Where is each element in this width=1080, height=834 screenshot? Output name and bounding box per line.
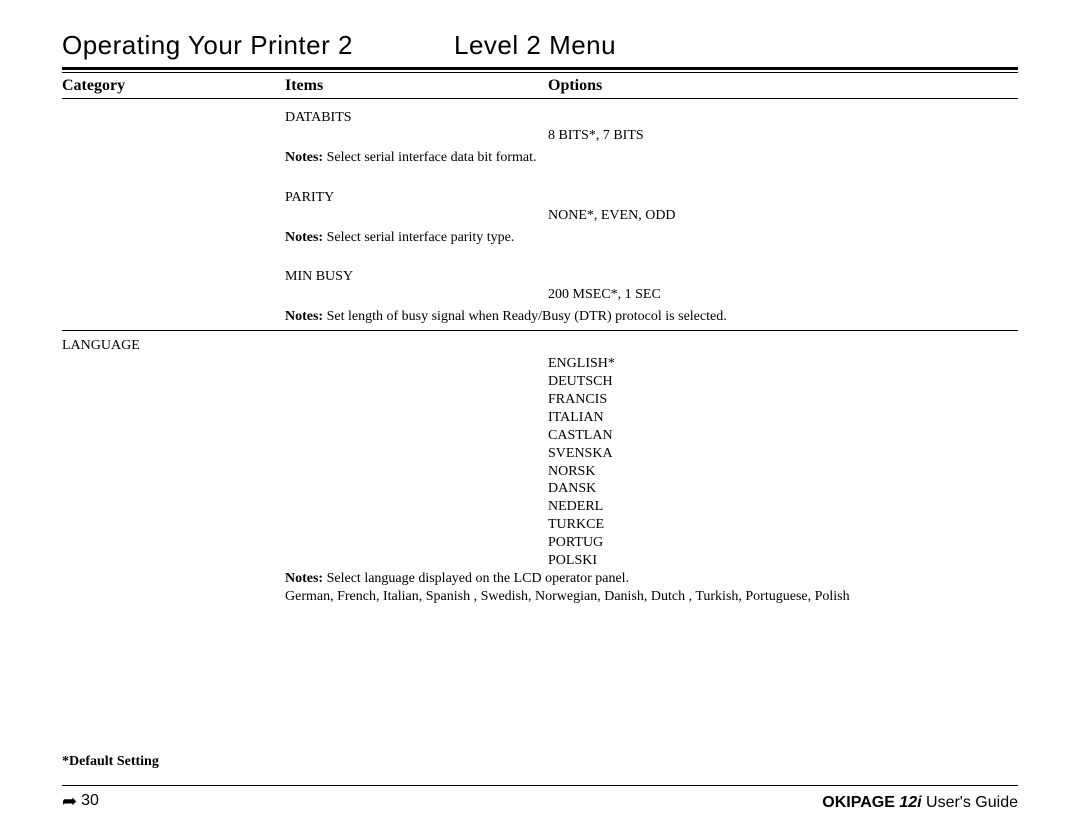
footer-left: ➦ 30 [62,792,99,810]
cell-options [548,109,1018,127]
option-value: ITALIAN [548,409,1018,427]
cell-category: LANGUAGE [62,337,285,355]
cell-item: MIN BUSY [285,268,548,286]
cell-options-list: ENGLISH* DEUTSCH FRANCIS ITALIAN CASTLAN… [548,355,1018,570]
title-left: Operating Your Printer 2 [62,30,454,61]
notes-row: German, French, Italian, Spanish , Swedi… [62,588,1018,606]
option-value: PORTUG [548,534,1018,552]
notes-text: German, French, Italian, Spanish , Swedi… [285,589,850,604]
notes-row: Notes: Select language displayed on the … [62,570,1018,588]
notes-text: Select serial interface parity type. [323,230,514,245]
notes-text: Select serial interface data bit format. [323,150,536,165]
footer-model: 12i [899,794,921,811]
notes-label: Notes: [285,150,323,165]
cell-category [62,268,285,286]
notes-row: Notes: Set length of busy signal when Re… [62,308,1018,326]
option-value: DANSK [548,480,1018,498]
footer-brand: OKIPAGE [822,794,899,811]
option-value: TURKCE [548,516,1018,534]
col-header-items: Items [285,77,548,95]
option-value: NEDERL [548,498,1018,516]
option-value: DEUTSCH [548,373,1018,391]
notes-text: Select language displayed on the LCD ope… [323,571,629,586]
option-value: POLSKI [548,552,1018,570]
header-rule [62,98,1018,99]
notes-label: Notes: [285,309,323,324]
page-arrow-icon: ➦ [62,792,77,810]
notes-label: Notes: [285,230,323,245]
table-row: LANGUAGE [62,337,1018,355]
notes-text: Set length of busy signal when Ready/Bus… [323,309,727,324]
cell-options: 8 BITS*, 7 BITS [548,127,1018,145]
cell-item: DATABITS [285,109,548,127]
notes-label: Notes: [285,571,323,586]
table-row: ENGLISH* DEUTSCH FRANCIS ITALIAN CASTLAN… [62,355,1018,570]
cell-item [285,337,548,355]
cell-category [62,109,285,127]
notes-row: Notes: Select serial interface data bit … [62,149,1018,167]
table-row: MIN BUSY [62,268,1018,286]
col-header-category: Category [62,77,285,95]
option-value: CASTLAN [548,427,1018,445]
col-header-options: Options [548,77,1018,95]
page-number: 30 [81,792,99,810]
notes-row: Notes: Select serial interface parity ty… [62,229,1018,247]
option-value: FRANCIS [548,391,1018,409]
page-footer: ➦ 30 OKIPAGE 12i User's Guide [62,785,1018,812]
footer-suffix: User's Guide [922,794,1018,811]
section-divider [62,330,1018,331]
table-row: PARITY [62,189,1018,207]
title-double-rule [62,67,1018,73]
menu-section: DATABITS 8 BITS*, 7 BITS Notes: Select s… [62,109,1018,606]
default-setting-label: *Default Setting [62,754,159,770]
option-value: SVENSKA [548,445,1018,463]
cell-options: 200 MSEC*, 1 SEC [548,286,1018,304]
option-value: NORSK [548,463,1018,481]
column-headers: Category Items Options [62,77,1018,95]
title-right: Level 2 Menu [454,30,616,61]
footer-right: OKIPAGE 12i User's Guide [822,794,1018,812]
table-row: NONE*, EVEN, ODD [62,207,1018,225]
table-row: 200 MSEC*, 1 SEC [62,286,1018,304]
option-value: ENGLISH* [548,355,1018,373]
cell-options: NONE*, EVEN, ODD [548,207,1018,225]
table-row: 8 BITS*, 7 BITS [62,127,1018,145]
page-title-row: Operating Your Printer 2 Level 2 Menu [62,30,1018,61]
table-row: DATABITS [62,109,1018,127]
cell-category [62,189,285,207]
cell-item: PARITY [285,189,548,207]
